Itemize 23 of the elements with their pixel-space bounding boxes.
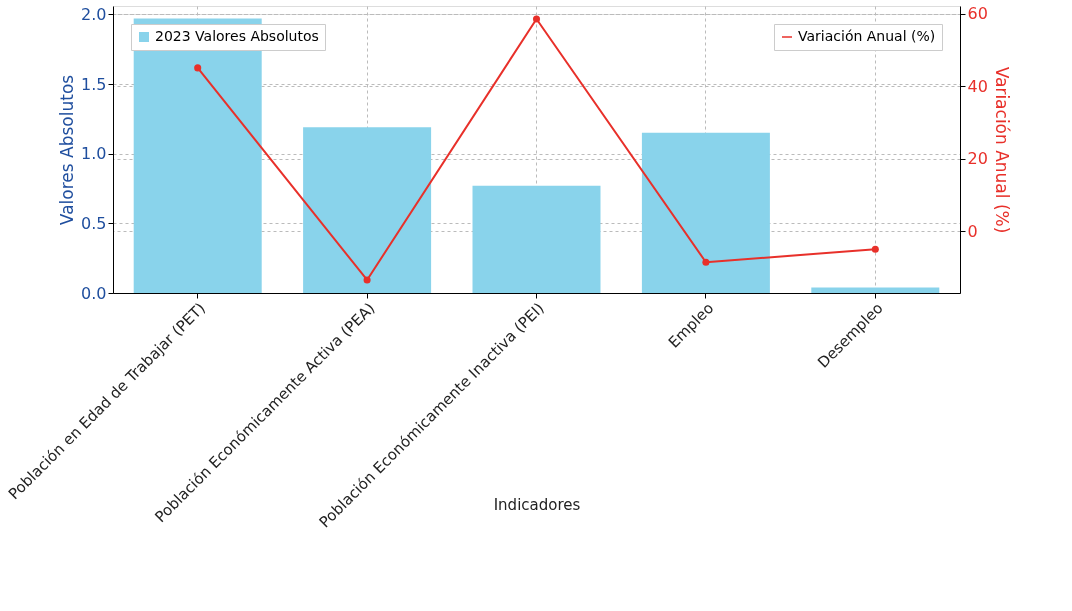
y-tick-label: 1.5 — [81, 74, 107, 94]
point — [871, 245, 879, 253]
legend-label: 2023 Valores Absolutos — [155, 28, 319, 44]
y2-tick-label: 0 — [967, 221, 978, 241]
y2-axis-title: Variación Anual (%) — [991, 66, 1012, 234]
y2-tick-label: 60 — [967, 4, 988, 24]
point — [194, 64, 202, 72]
y2-tick-label: 20 — [967, 149, 988, 169]
bar — [303, 127, 432, 293]
point — [363, 276, 371, 284]
bar — [472, 185, 601, 293]
point — [702, 258, 710, 266]
y-tick-label: 2.0 — [81, 4, 107, 24]
x-axis-title: Indicadores — [493, 495, 581, 514]
bar — [811, 287, 940, 293]
point — [532, 15, 541, 23]
y-tick-label: 0.0 — [81, 283, 107, 303]
y2-tick-label: 40 — [967, 76, 988, 96]
legend-label: Variación Anual (%) — [798, 28, 936, 44]
y-tick-label: 0.5 — [81, 213, 107, 233]
y-axis-title: Valores Absolutos — [57, 74, 78, 226]
y-tick-label: 1.0 — [81, 144, 107, 164]
bar — [641, 132, 770, 293]
